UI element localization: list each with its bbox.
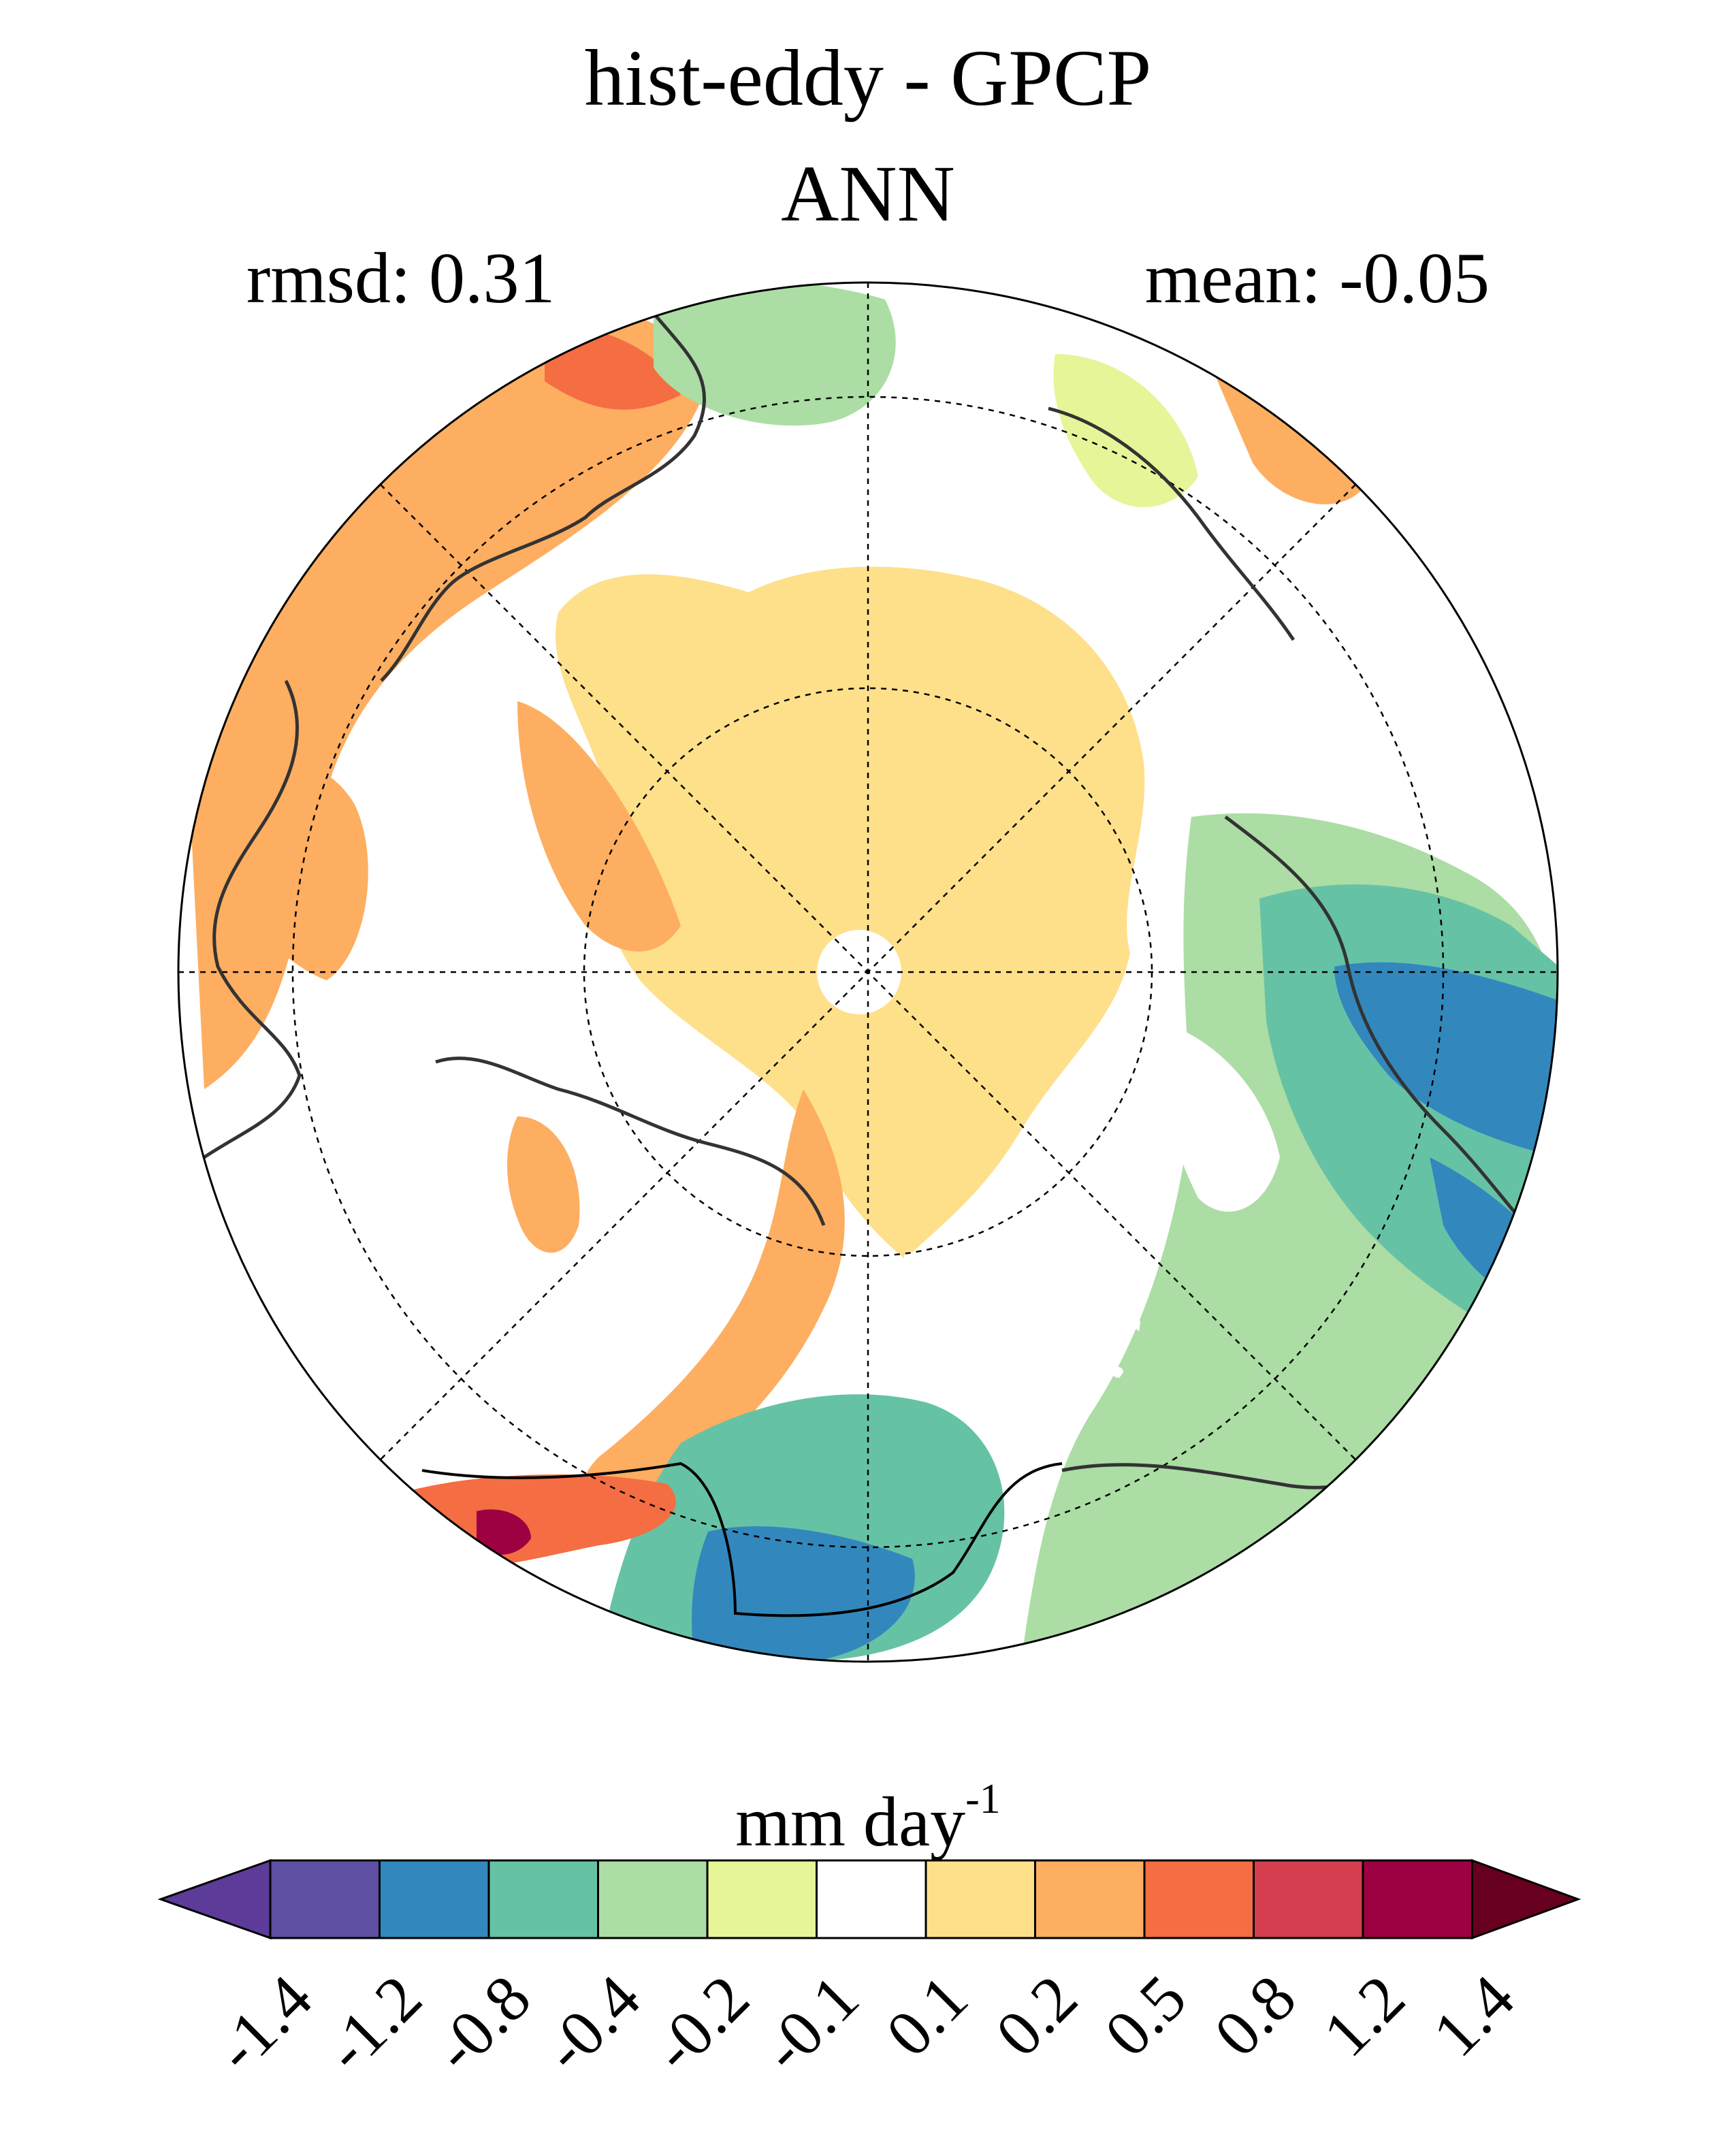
- colorbar-cell: [487, 1859, 599, 1939]
- colorbar-cell: [925, 1859, 1036, 1939]
- colorbar-cell: [597, 1859, 709, 1939]
- season-label: ANN: [781, 149, 955, 238]
- colorbar-cell: [1143, 1859, 1255, 1939]
- units-text: mm day: [735, 1783, 966, 1861]
- colorbar-cell: [1253, 1859, 1364, 1939]
- rmsd-label: rmsd: 0.31: [246, 238, 556, 318]
- graticule: [178, 283, 1558, 1662]
- figure-title: hist-eddy - GPCP: [584, 33, 1152, 123]
- map-border: [177, 281, 1559, 1663]
- colorbar-arrow-low: [157, 1858, 272, 1940]
- coastline: [203, 312, 1540, 1489]
- colorbar-arrow-high: [1471, 1858, 1581, 1940]
- mean-label: mean: -0.05: [1144, 238, 1490, 318]
- colorbar-cell: [816, 1859, 927, 1939]
- colorbar-units: mm day-1: [0, 1778, 1736, 1858]
- colorbar-cell: [269, 1859, 381, 1939]
- colorbar-cell: [1034, 1859, 1146, 1939]
- units-exponent: -1: [965, 1776, 1001, 1822]
- precip-field: [178, 283, 1558, 1662]
- contour-line: [421, 1462, 1063, 1617]
- colorbar-cell: [379, 1859, 490, 1939]
- colorbar-cell: [1362, 1859, 1473, 1939]
- colorbar-cell: [706, 1859, 818, 1939]
